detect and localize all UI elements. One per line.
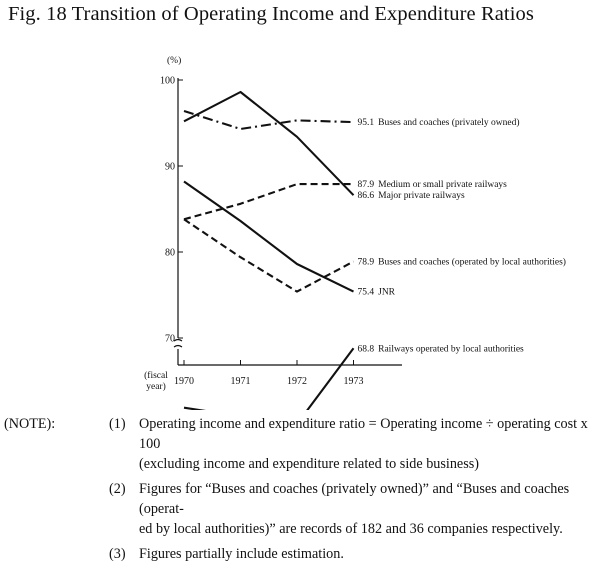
series-end-value-2: 86.6 bbox=[358, 191, 375, 201]
note-3-text: Figures partially include estimation. bbox=[139, 544, 598, 564]
y-unit-label: (%) bbox=[167, 55, 181, 66]
series-name-0: Buses and coaches (privately owned) bbox=[378, 117, 519, 128]
series-line-3 bbox=[183, 218, 354, 293]
x-axis-label-line: (fiscal bbox=[144, 370, 168, 381]
notes-lead-label: (NOTE): bbox=[4, 416, 56, 432]
series-end-value-0: 95.1 bbox=[358, 118, 375, 128]
y-tick-label: 80 bbox=[165, 248, 175, 259]
y-axis-break-mark bbox=[173, 338, 183, 348]
note-1: (NOTE): (1) Operating income and expendi… bbox=[4, 414, 598, 474]
y-tick-label: 70 bbox=[165, 334, 175, 345]
note-3-line-1: Figures partially include estimation. bbox=[139, 546, 344, 562]
series-name-4: JNR bbox=[378, 288, 396, 298]
note-2-number: (2) bbox=[109, 481, 126, 497]
series-line-4 bbox=[183, 180, 354, 293]
series-end-value-3: 78.9 bbox=[358, 257, 375, 267]
note-2-line-2: ed by local authorities)” are records of… bbox=[139, 521, 563, 537]
note-3-number: (3) bbox=[109, 546, 126, 562]
x-axis-label: (fiscal year) bbox=[144, 370, 168, 392]
series-end-value-4: 75.4 bbox=[358, 288, 375, 298]
series-end-value-5: 68.8 bbox=[358, 344, 375, 354]
x-tick-label: 1971 bbox=[231, 376, 251, 387]
note-3: (3) Figures partially include estimation… bbox=[4, 544, 598, 564]
series-line-1 bbox=[183, 183, 354, 221]
series-line-2 bbox=[183, 90, 355, 196]
series-name-2: Major private railways bbox=[378, 191, 465, 201]
series-line-0 bbox=[183, 109, 354, 131]
series-name-1: Medium or small private railways bbox=[378, 180, 507, 190]
note-2-line-1: Figures for “Buses and coaches (privatel… bbox=[139, 481, 570, 517]
line-chart: (%)100908070601970197119721973(fiscalyea… bbox=[144, 55, 566, 410]
note-1-text: Operating income and expenditure ratio =… bbox=[139, 414, 598, 474]
series-name-3: Buses and coaches (operated by local aut… bbox=[378, 256, 566, 267]
notes-section: (NOTE): (1) Operating income and expendi… bbox=[4, 414, 598, 564]
y-tick-label: 90 bbox=[165, 162, 175, 173]
series-end-value-1: 87.9 bbox=[358, 180, 375, 190]
series-line-5 bbox=[183, 347, 355, 410]
x-tick-label: 1973 bbox=[344, 376, 364, 387]
y-tick-label: 100 bbox=[160, 76, 175, 87]
note-1-number: (1) bbox=[109, 416, 126, 432]
series-name-5: Railways operated by local authorities bbox=[378, 344, 524, 354]
note-1-line-1: Operating income and expenditure ratio =… bbox=[139, 416, 588, 452]
x-tick-label: 1972 bbox=[287, 376, 307, 387]
x-tick-label: 1970 bbox=[174, 376, 194, 387]
x-axis-label-line: year) bbox=[146, 381, 166, 392]
note-1-line-2: (excluding income and expenditure relate… bbox=[139, 456, 480, 472]
note-2: (2) Figures for “Buses and coaches (priv… bbox=[4, 479, 598, 539]
note-2-text: Figures for “Buses and coaches (privatel… bbox=[139, 479, 598, 539]
figure-title: Fig. 18 Transition of Operating Income a… bbox=[8, 3, 534, 25]
